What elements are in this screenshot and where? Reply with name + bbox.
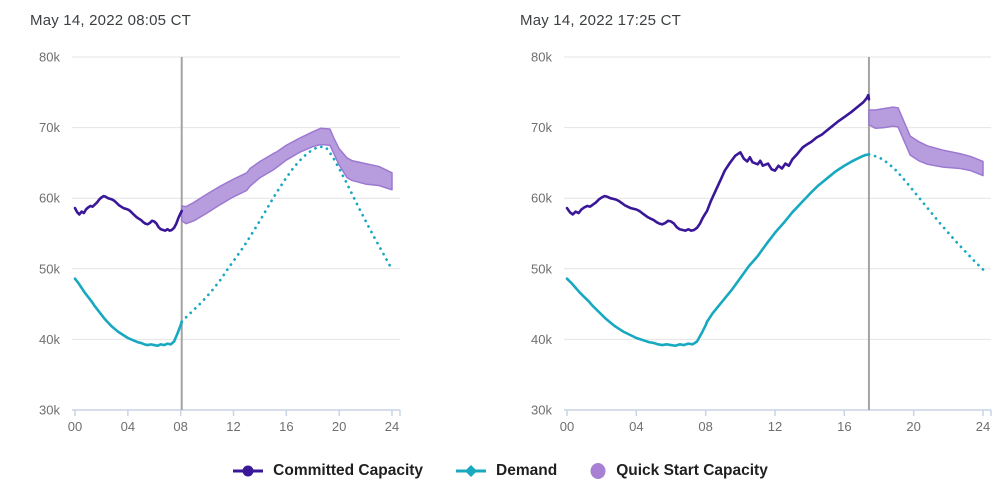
y-tick-label: 30k <box>39 403 60 418</box>
committed-actual-line <box>565 93 871 232</box>
quick-start-capacity-band <box>180 127 393 225</box>
demand-marker-icon <box>455 462 487 480</box>
x-tick-label: 08 <box>173 419 187 434</box>
legend-label: Demand <box>496 462 558 479</box>
chart-title: May 14, 2022 17:25 CT <box>520 12 681 29</box>
y-tick-label: 50k <box>39 261 60 276</box>
x-tick-label: 20 <box>906 419 920 434</box>
x-axis: 00 04 08 12 16 20 24 <box>560 409 992 434</box>
legend-label: Quick Start Capacity <box>616 462 768 479</box>
x-tick-label: 16 <box>279 419 293 434</box>
x-tick-label: 08 <box>698 419 712 434</box>
y-tick-label: 50k <box>531 261 552 276</box>
x-tick-label: 16 <box>837 419 851 434</box>
x-tick-label: 00 <box>68 419 82 434</box>
x-tick-label: 20 <box>332 419 346 434</box>
legend-item-quick-start-capacity[interactable]: Quick Start Capacity <box>589 461 768 481</box>
x-tick-label: 12 <box>226 419 240 434</box>
y-tick-label: 40k <box>531 332 552 347</box>
x-tick-label: 04 <box>121 419 135 434</box>
demand-forecast-line <box>867 153 985 271</box>
line-chart-evening: 80k 70k 60k 50k 40k 30k 00 04 08 12 16 20 24 <box>531 50 992 434</box>
line-chart-morning: 80k 70k 60k 50k 40k 30k 00 04 08 12 16 20 24 <box>39 50 401 434</box>
legend: Committed Capacity Demand Quick Start Ca… <box>0 461 1000 481</box>
x-axis: 00 04 08 12 16 20 24 <box>68 409 401 434</box>
x-tick-label: 24 <box>385 419 399 434</box>
demand-actual-line <box>73 277 184 348</box>
chart-panel-morning: May 14, 2022 08:05 CT 80k 70k 60k 50k 40k 30k… <box>30 8 450 434</box>
y-grid: 80k 70k 60k 50k 40k 30k <box>531 50 991 418</box>
demand-forecast-line <box>180 145 394 324</box>
y-tick-label: 60k <box>531 191 552 206</box>
demand-actual-line <box>565 153 871 348</box>
committed-capacity-marker-icon <box>232 462 264 480</box>
legend-label: Committed Capacity <box>273 462 424 479</box>
committed-actual-line <box>73 194 184 232</box>
x-tick-label: 04 <box>629 419 643 434</box>
x-tick-label: 24 <box>976 419 990 434</box>
legend-item-demand[interactable]: Demand <box>455 462 557 480</box>
chart-title: May 14, 2022 08:05 CT <box>30 12 191 29</box>
y-tick-label: 70k <box>39 120 60 135</box>
y-tick-label: 60k <box>39 191 60 206</box>
y-tick-label: 80k <box>39 50 60 65</box>
y-grid: 80k 70k 60k 50k 40k 30k <box>39 50 400 418</box>
legend-item-committed-capacity[interactable]: Committed Capacity <box>232 462 423 480</box>
x-tick-label: 00 <box>560 419 574 434</box>
x-tick-label: 12 <box>768 419 782 434</box>
y-tick-label: 40k <box>39 332 60 347</box>
y-tick-label: 70k <box>531 120 552 135</box>
quick-start-capacity-band <box>868 106 984 177</box>
y-tick-label: 80k <box>531 50 552 65</box>
chart-panel-evening: May 14, 2022 17:25 CT 80k 70k 60k 50k 40k 30k… <box>520 8 998 434</box>
quick-start-capacity-marker-icon <box>589 461 607 481</box>
y-tick-label: 30k <box>531 403 552 418</box>
